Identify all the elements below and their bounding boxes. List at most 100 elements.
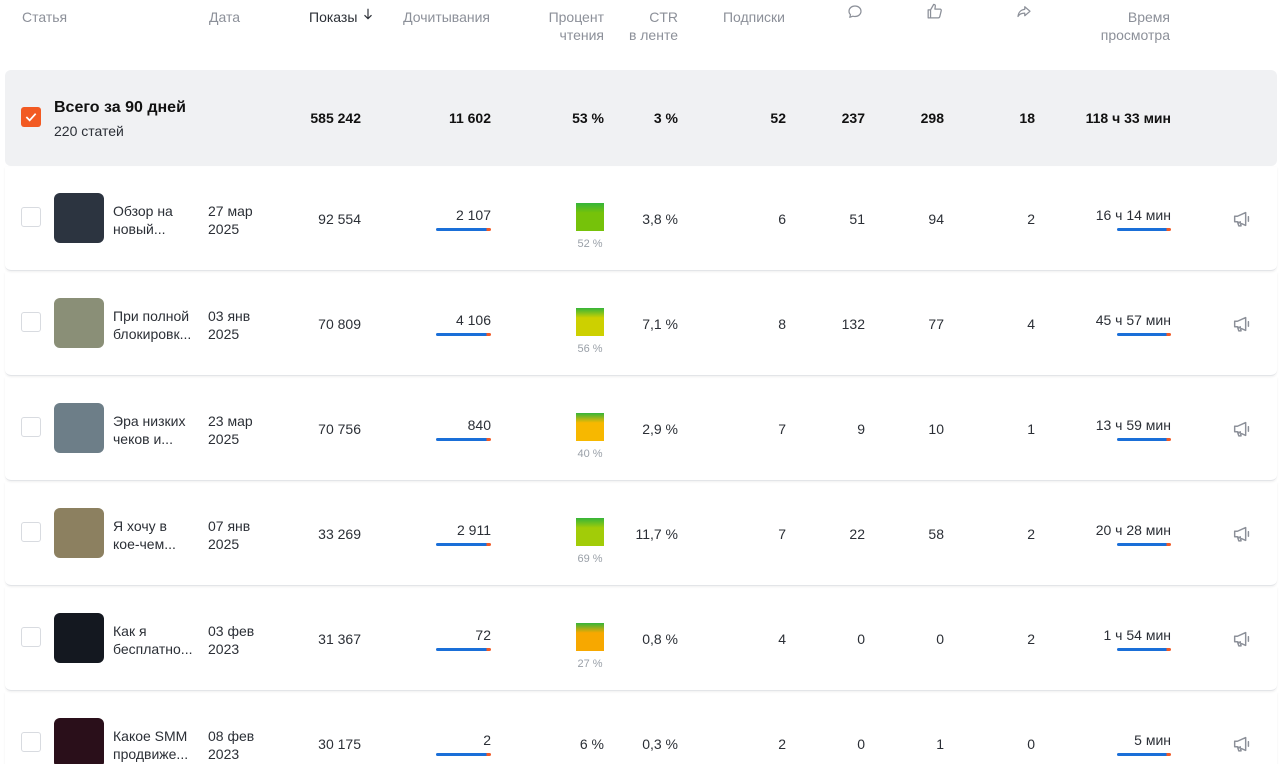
ctr: 3,8 %: [642, 211, 678, 227]
article-date: 07 янв 2025: [208, 517, 250, 553]
article-title-line: Какое SMM: [113, 728, 188, 744]
comments: 51: [849, 211, 865, 227]
shares: 2: [1027, 526, 1035, 542]
comments: 22: [849, 526, 865, 542]
watch-time: 1 ч 54 мин: [1103, 627, 1172, 643]
article-row: Обзор на новый... 27 мар 2025 92 554 2 107 52 …: [5, 167, 1277, 271]
article-date-line: 07 янв: [208, 518, 251, 534]
read-pct-swatch: [576, 518, 604, 546]
ctr: 11,7 %: [635, 526, 678, 542]
article-date: 03 янв 2025: [208, 307, 250, 343]
column-header[interactable]: Показы: [309, 8, 357, 26]
article-row: Какое SMM продвиже... 08 фев 2023 30 175 2 6 %…: [5, 692, 1277, 764]
reads: 4 106: [455, 312, 491, 328]
article-title[interactable]: Обзор на новый...: [113, 202, 173, 238]
checkbox[interactable]: [21, 417, 41, 437]
article-title[interactable]: Какое SMM продвиже...: [113, 727, 188, 763]
total-read-pct: 53 %: [572, 110, 604, 126]
total-subs: 52: [770, 110, 786, 126]
column-header-line: Процент: [548, 9, 604, 25]
subscriptions: 4: [778, 631, 786, 647]
column-header-line: в ленте: [628, 27, 678, 43]
checkbox[interactable]: [21, 207, 41, 227]
totals-title: Всего за 90 дней: [54, 99, 186, 116]
likes: 1: [936, 736, 944, 752]
article-date-line: 03 янв: [208, 308, 251, 324]
article-thumbnail[interactable]: [54, 298, 104, 348]
total-ctr: 3 %: [653, 110, 678, 126]
likes-icon: [927, 3, 942, 19]
comments: 0: [857, 631, 865, 647]
watch-time-bar: [1117, 438, 1171, 441]
watch-time-bar: [1117, 228, 1171, 231]
checkbox[interactable]: [21, 312, 41, 332]
total-shares: 18: [1019, 110, 1035, 126]
likes: 58: [928, 526, 944, 542]
article-row: Я хочу в кое-чем... 07 янв 2025 33 269 2 911 6…: [5, 482, 1277, 586]
watch-time-bar: [1117, 333, 1171, 336]
shares: 0: [1027, 736, 1035, 752]
shares-icon: [1017, 6, 1031, 18]
article-title[interactable]: При полной блокировк...: [113, 307, 191, 343]
views: 31 367: [318, 631, 361, 647]
checkbox[interactable]: [21, 522, 41, 542]
article-date: 27 мар 2025: [208, 202, 253, 238]
article-date: 08 фев 2023: [208, 727, 254, 763]
promote-icon[interactable]: [1231, 208, 1253, 230]
comments-icon: [848, 5, 862, 18]
article-thumbnail[interactable]: [54, 508, 104, 558]
article-title[interactable]: Как я бесплатно...: [113, 622, 192, 658]
article-title[interactable]: Эра низких чеков и...: [113, 412, 185, 448]
promote-icon[interactable]: [1231, 313, 1253, 335]
watch-time: 45 ч 57 мин: [1095, 312, 1171, 328]
article-title-line: Я хочу в: [113, 518, 167, 534]
read-pct: 69 %: [577, 553, 603, 565]
views: 33 269: [318, 526, 361, 542]
comments: 132: [841, 316, 865, 332]
article-title-line: Как я: [113, 623, 147, 639]
column-header: Дочитывания: [403, 8, 490, 26]
promote-icon[interactable]: [1231, 418, 1253, 440]
totals-row: Всего за 90 дней 220 статей 585 242 11 602 5…: [5, 70, 1277, 166]
promote-icon[interactable]: [1231, 733, 1253, 755]
checkbox[interactable]: [21, 627, 41, 647]
read-pct: 40 %: [577, 448, 603, 460]
reads-bar: [436, 648, 491, 651]
article-title-line: Обзор на: [113, 203, 173, 219]
reads: 2 911: [457, 522, 491, 538]
article-date-line: 2025: [208, 326, 240, 342]
promote-icon[interactable]: [1231, 523, 1253, 545]
reads: 2 107: [455, 207, 491, 223]
watch-time: 20 ч 28 мин: [1095, 522, 1171, 538]
total-likes: 298: [920, 110, 944, 126]
views: 30 175: [318, 736, 361, 752]
shares: 2: [1027, 211, 1035, 227]
promote-icon[interactable]: [1231, 628, 1253, 650]
read-pct: 6 %: [579, 736, 604, 752]
subscriptions: 2: [778, 736, 786, 752]
column-header: Статья: [22, 8, 67, 26]
article-date: 23 мар 2025: [208, 412, 253, 448]
article-thumbnail[interactable]: [54, 613, 104, 663]
checkbox-checked[interactable]: [21, 107, 41, 127]
read-pct-swatch: [576, 413, 604, 441]
reads-bar: [436, 228, 491, 231]
total-reads: 11 602: [448, 110, 491, 126]
read-pct-swatch: [576, 308, 604, 336]
article-thumbnail[interactable]: [54, 193, 104, 243]
article-thumbnail[interactable]: [54, 403, 104, 453]
article-thumbnail[interactable]: [54, 718, 104, 764]
views: 92 554: [318, 211, 361, 227]
read-pct-swatch: [576, 203, 604, 231]
article-title[interactable]: Я хочу в кое-чем...: [113, 517, 176, 553]
watch-time-bar: [1117, 543, 1171, 546]
article-row: При полной блокировк... 03 янв 2025 70 809 4 …: [5, 272, 1277, 376]
column-header-line: Дочитывания: [403, 9, 490, 25]
checkbox[interactable]: [21, 732, 41, 752]
watch-time: 5 мин: [1134, 732, 1171, 748]
column-header-line: просмотра: [1100, 27, 1170, 43]
column-header-line: CTR: [649, 9, 678, 25]
article-date-line: 27 мар: [208, 203, 253, 219]
column-header-line: Дата: [209, 9, 241, 25]
views: 70 756: [318, 421, 361, 437]
